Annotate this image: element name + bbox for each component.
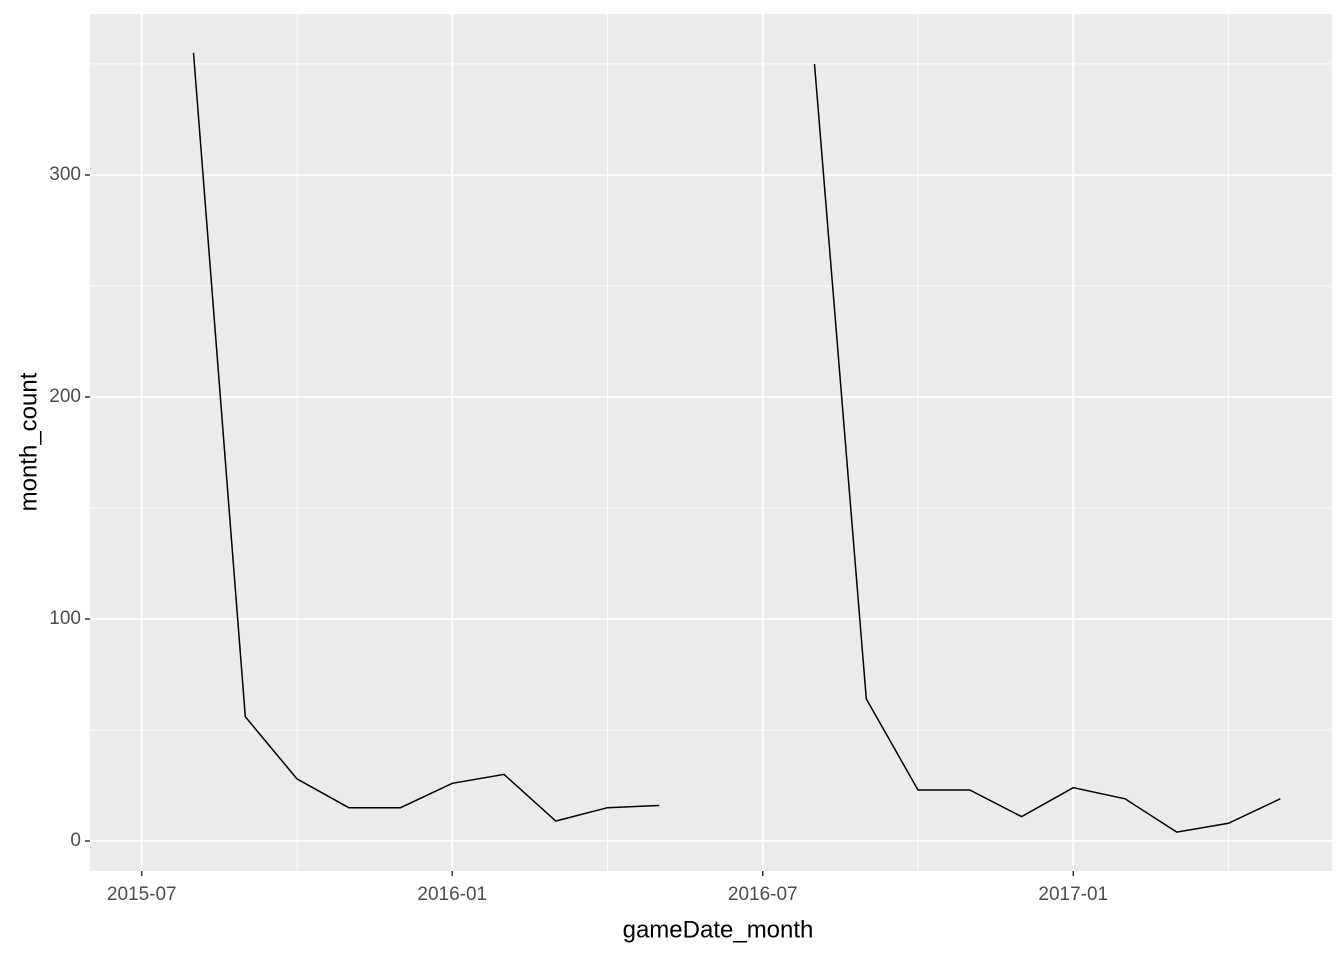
marks: [192, 52, 1281, 833]
x-tick-label: 2016-01: [417, 884, 487, 905]
grid: [90, 14, 1332, 871]
x-tick-label: 2016-07: [728, 884, 798, 905]
y-tick-label: 300: [49, 164, 81, 185]
y-tick-label: 0: [70, 830, 81, 851]
y-tick-label: 100: [49, 608, 81, 629]
x-axis-label: gameDate_month: [623, 916, 814, 943]
y-tick-label: 200: [49, 386, 81, 407]
y-axis-label: month_count: [15, 372, 42, 511]
x-tick-label: 2015-07: [107, 884, 177, 905]
line: [192, 52, 1281, 833]
x-tick-label: 2017-01: [1038, 884, 1108, 905]
panel: [90, 14, 1332, 871]
